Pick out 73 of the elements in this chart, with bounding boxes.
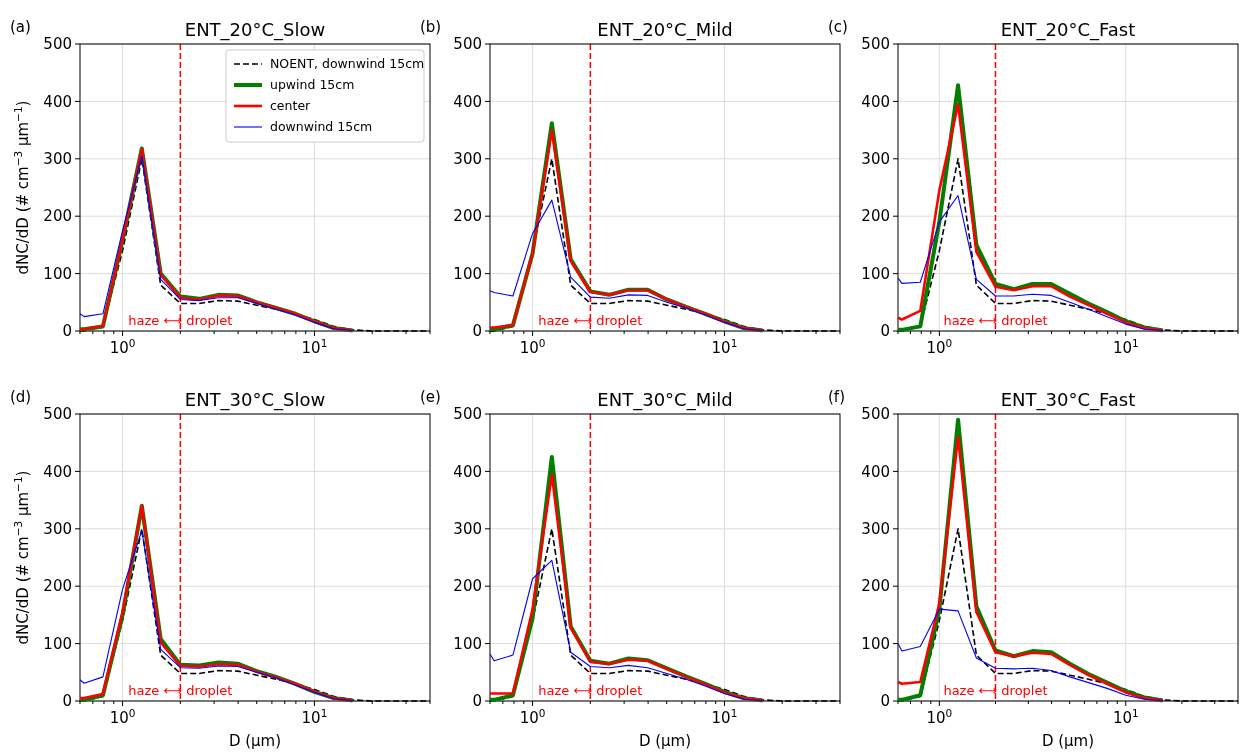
y-tick-label: 200 bbox=[861, 207, 890, 226]
y-tick-label: 200 bbox=[453, 207, 482, 226]
y-tick-label: 100 bbox=[43, 634, 72, 653]
y-tick-label: 500 bbox=[43, 35, 72, 54]
x-tick-label: 10$^{0}$ bbox=[109, 707, 136, 727]
y-tick-label: 300 bbox=[43, 150, 72, 169]
y-tick-label: 200 bbox=[861, 577, 890, 596]
y-tick-label: 400 bbox=[453, 462, 482, 481]
chart-title: ENT_30°C_Fast bbox=[1000, 389, 1136, 411]
y-tick-label: 100 bbox=[861, 634, 890, 653]
y-tick-label: 500 bbox=[453, 405, 482, 424]
y-tick-label: 300 bbox=[861, 150, 890, 169]
x-tick-label: 10$^{1}$ bbox=[301, 337, 328, 357]
y-tick-label: 0 bbox=[472, 322, 482, 341]
legend-label: NOENT, downwind 15cm bbox=[270, 56, 425, 72]
y-tick-label: 200 bbox=[453, 577, 482, 596]
y-tick-label: 200 bbox=[43, 577, 72, 596]
x-tick-label: 10$^{1}$ bbox=[1112, 337, 1139, 357]
text: (a) bbox=[10, 18, 31, 36]
chart-title: ENT_30°C_Slow bbox=[184, 389, 326, 411]
y-tick-label: 100 bbox=[43, 264, 72, 283]
legend-label: center bbox=[270, 98, 312, 114]
ref-line-label: haze ⟷ droplet bbox=[128, 313, 233, 328]
y-tick-label: 0 bbox=[880, 322, 890, 341]
y-tick-label: 100 bbox=[861, 264, 890, 283]
x-tick-label: 10$^{0}$ bbox=[519, 337, 546, 357]
x-axis-title: D (μm) bbox=[638, 732, 692, 750]
y-tick-label: 300 bbox=[453, 150, 482, 169]
y-tick-label: 200 bbox=[43, 207, 72, 226]
text: (f) bbox=[828, 388, 845, 406]
y-tick-label: 500 bbox=[453, 35, 482, 54]
x-tick-label: 10$^{0}$ bbox=[109, 337, 136, 357]
y-tick-label: 400 bbox=[43, 462, 72, 481]
x-tick-label: 10$^{1}$ bbox=[301, 707, 328, 727]
y-tick-label: 400 bbox=[861, 92, 890, 111]
legend-label: upwind 15cm bbox=[270, 77, 355, 93]
legend-label: downwind 15cm bbox=[270, 119, 373, 135]
x-axis-title: D (μm) bbox=[1041, 732, 1095, 750]
x-tick-label: 10$^{1}$ bbox=[711, 337, 738, 357]
x-tick-label: 10$^{0}$ bbox=[926, 707, 953, 727]
text: (b) bbox=[420, 18, 442, 36]
y-tick-label: 300 bbox=[43, 520, 72, 539]
chart-title: ENT_30°C_Mild bbox=[597, 389, 733, 411]
text: (d) bbox=[10, 388, 32, 406]
y-tick-label: 100 bbox=[453, 634, 482, 653]
x-tick-label: 10$^{0}$ bbox=[926, 337, 953, 357]
x-tick-label: 10$^{1}$ bbox=[1112, 707, 1139, 727]
chart-title: ENT_20°C_Slow bbox=[184, 19, 326, 41]
text: (e) bbox=[420, 388, 441, 406]
y-tick-label: 500 bbox=[861, 35, 890, 54]
y-tick-label: 500 bbox=[43, 405, 72, 424]
y-tick-label: 500 bbox=[861, 405, 890, 424]
y-tick-label: 400 bbox=[453, 92, 482, 111]
ref-line-label: haze ⟷ droplet bbox=[538, 313, 643, 328]
ref-line-label: haze ⟷ droplet bbox=[538, 683, 643, 698]
y-tick-label: 0 bbox=[62, 322, 72, 341]
y-tick-label: 400 bbox=[43, 92, 72, 111]
x-tick-label: 10$^{0}$ bbox=[519, 707, 546, 727]
text: (c) bbox=[828, 18, 848, 36]
x-tick-label: 10$^{1}$ bbox=[711, 707, 738, 727]
y-tick-label: 0 bbox=[62, 692, 72, 711]
ref-line-label: haze ⟷ droplet bbox=[943, 683, 1048, 698]
y-tick-label: 400 bbox=[861, 462, 890, 481]
chart-title: ENT_20°C_Fast bbox=[1000, 19, 1136, 41]
ref-line-label: haze ⟷ droplet bbox=[128, 683, 233, 698]
y-tick-label: 100 bbox=[453, 264, 482, 283]
y-tick-label: 0 bbox=[472, 692, 482, 711]
y-tick-label: 300 bbox=[453, 520, 482, 539]
x-axis-title: D (μm) bbox=[228, 732, 282, 750]
ref-line-label: haze ⟷ droplet bbox=[943, 313, 1048, 328]
y-tick-label: 0 bbox=[880, 692, 890, 711]
y-tick-label: 300 bbox=[861, 520, 890, 539]
chart-title: ENT_20°C_Mild bbox=[597, 19, 733, 41]
